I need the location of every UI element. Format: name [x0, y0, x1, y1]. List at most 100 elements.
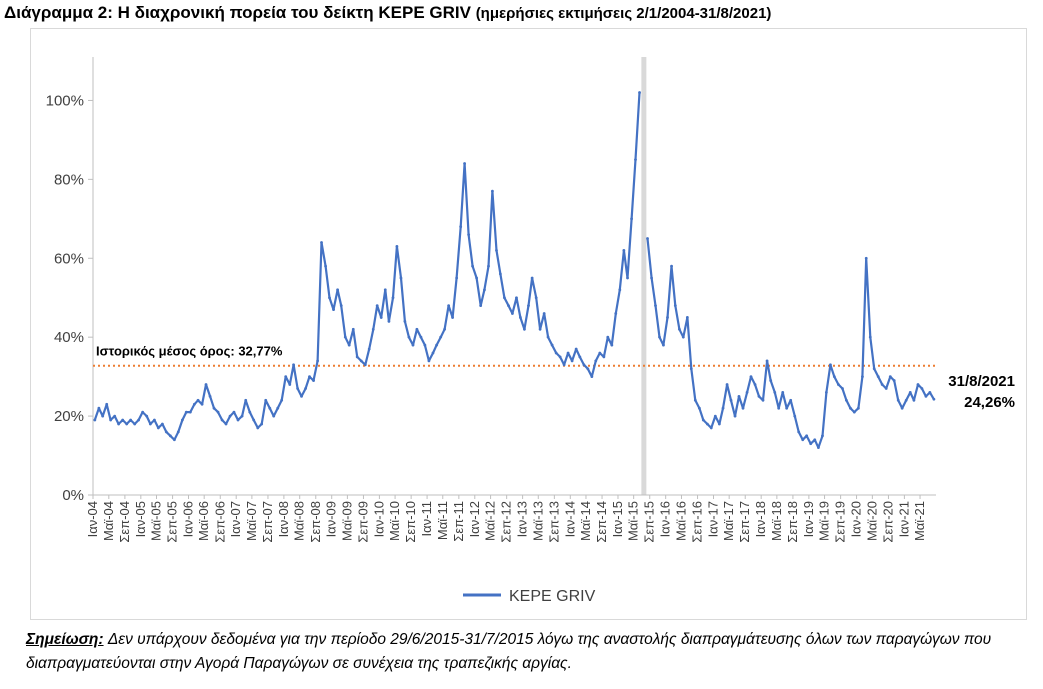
data-point	[129, 418, 133, 422]
data-point	[749, 375, 753, 379]
x-tick-label: Μαϊ-11	[435, 501, 450, 540]
data-point	[264, 398, 268, 402]
data-point	[518, 316, 522, 319]
x-tick-label: Ιαν-11	[419, 501, 434, 536]
data-point	[765, 359, 769, 363]
end-date-label: 31/8/2021	[948, 373, 1015, 390]
data-point	[451, 316, 454, 319]
data-point	[97, 406, 101, 410]
data-point	[172, 438, 176, 442]
x-tick-label: Σεπ-08	[308, 501, 323, 543]
data-point	[515, 296, 518, 300]
data-point	[455, 276, 459, 280]
label-layer: Ιστορικός μέσος όρος: 32,77% 31/8/2021 24,…	[96, 344, 1015, 605]
x-tick-label: Ιαν-12	[467, 501, 482, 537]
data-point	[713, 414, 717, 418]
data-point	[916, 383, 920, 386]
data-point	[681, 335, 685, 339]
data-point	[503, 296, 506, 300]
data-point	[864, 256, 868, 260]
data-point	[817, 446, 820, 450]
data-point	[908, 391, 912, 394]
data-point	[900, 406, 904, 410]
data-point	[534, 296, 538, 300]
x-tick-label: Ιαν-18	[753, 501, 768, 537]
data-point	[805, 434, 809, 438]
data-point	[832, 375, 836, 379]
data-point	[498, 272, 502, 276]
data-point	[932, 397, 936, 401]
data-point	[773, 391, 777, 394]
data-point	[141, 410, 145, 414]
data-point	[523, 327, 526, 331]
data-point	[463, 162, 466, 165]
data-point	[511, 312, 514, 315]
data-point	[328, 296, 331, 300]
data-point	[236, 418, 240, 422]
data-point	[435, 343, 439, 347]
x-tick-label: Ιαν-09	[324, 501, 339, 537]
data-point	[427, 359, 431, 363]
x-tick-label: Σεπ-04	[117, 501, 132, 543]
data-point	[268, 406, 272, 410]
x-tick-label: Σεπ-20	[880, 501, 895, 543]
data-point	[662, 343, 665, 347]
data-point	[538, 327, 542, 331]
data-point	[256, 426, 260, 430]
x-tick-label: Σεπ-09	[355, 501, 370, 543]
y-tick-label: 80%	[54, 171, 84, 188]
data-point	[320, 241, 323, 244]
gap-band	[641, 57, 647, 495]
x-tick-label: Σεπ-15	[642, 501, 657, 543]
data-point	[626, 276, 629, 280]
data-point	[693, 398, 697, 402]
data-point	[578, 355, 582, 359]
data-point	[884, 387, 888, 390]
data-point	[554, 351, 558, 355]
data-point	[212, 406, 216, 410]
data-point	[200, 402, 204, 406]
data-point	[304, 387, 307, 390]
page-title: Διάγραμμα 2: Η διαχρονική πορεία του δεί…	[4, 3, 771, 23]
data-point	[192, 402, 196, 406]
data-point	[705, 422, 709, 426]
data-point	[176, 430, 180, 434]
data-point	[387, 320, 391, 323]
data-point	[180, 418, 184, 422]
data-point	[737, 394, 741, 398]
y-tick-label: 60%	[54, 250, 84, 267]
data-point	[741, 406, 745, 410]
data-point	[487, 264, 490, 268]
data-point	[654, 304, 657, 308]
data-point	[646, 237, 649, 240]
data-point	[359, 359, 363, 363]
data-point	[240, 414, 244, 418]
data-point	[419, 335, 423, 339]
data-point	[598, 351, 602, 355]
data-point	[351, 327, 355, 331]
x-tick-label: Ιαν-16	[658, 501, 673, 537]
x-tick-label: Σεπ-07	[260, 501, 275, 543]
data-point	[658, 335, 661, 339]
data-point	[133, 422, 137, 426]
data-point	[912, 398, 916, 402]
data-point	[228, 414, 232, 418]
data-point	[216, 410, 220, 414]
gap-band-layer	[641, 57, 647, 495]
mean-line-label: Ιστορικός μέσος όρος: 32,77%	[96, 344, 283, 359]
data-point	[797, 430, 801, 434]
data-point	[300, 394, 303, 398]
y-tick-label: 20%	[54, 408, 84, 425]
data-point	[793, 414, 797, 418]
data-point	[745, 391, 749, 394]
data-point	[622, 248, 626, 252]
data-point	[590, 375, 594, 379]
x-tick-label: Μαϊ-14	[578, 501, 593, 541]
data-point	[558, 355, 562, 359]
data-point	[872, 367, 876, 371]
data-point	[336, 288, 339, 292]
data-point	[117, 422, 121, 426]
data-point	[709, 426, 713, 430]
x-tick-label: Σεπ-16	[690, 501, 705, 543]
x-tick-label: Ιαν-14	[562, 501, 577, 537]
